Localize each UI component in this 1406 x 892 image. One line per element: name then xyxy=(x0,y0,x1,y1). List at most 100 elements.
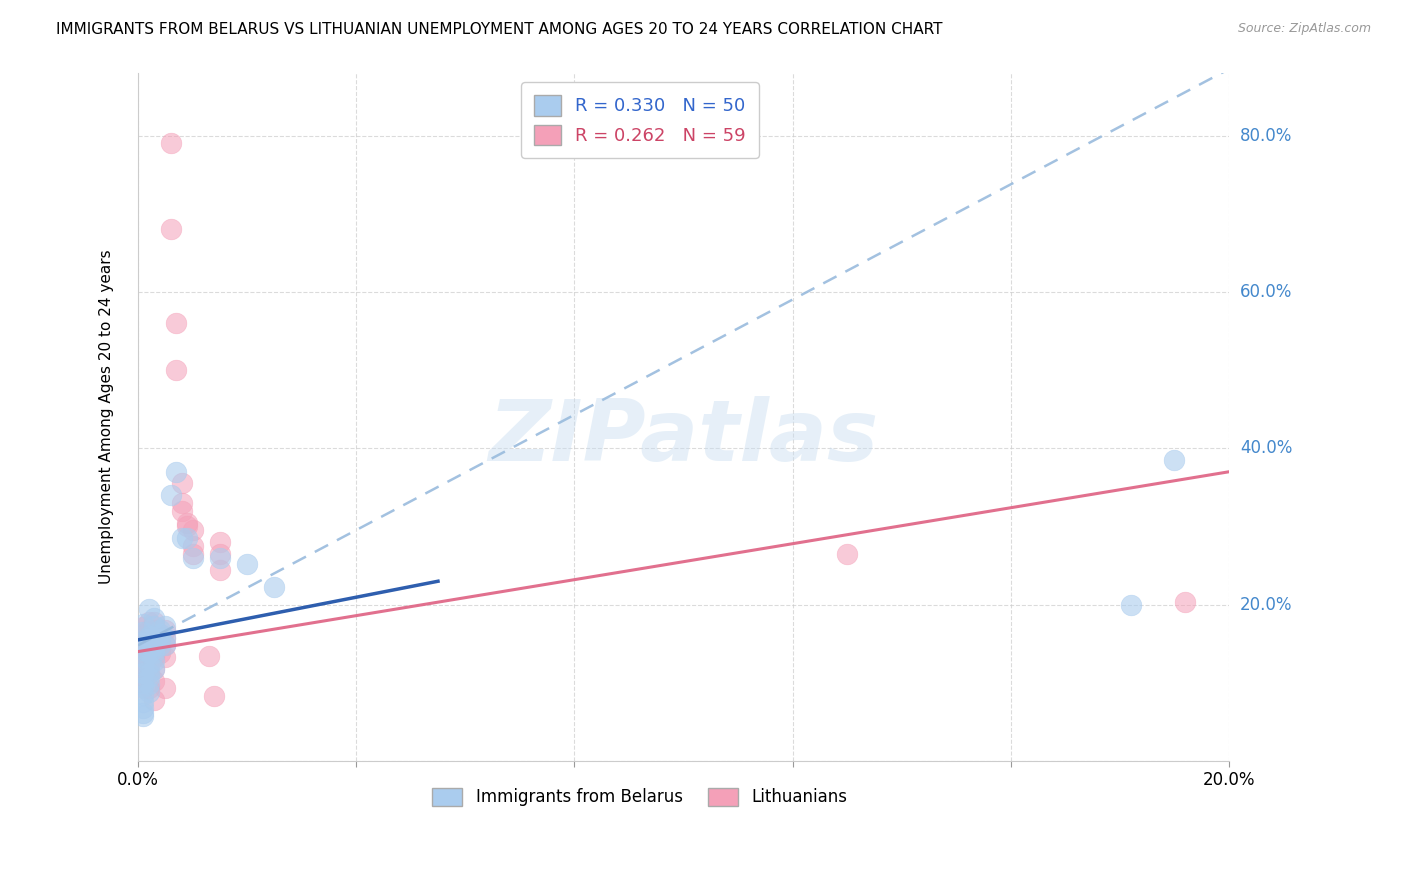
Point xyxy=(143,662,166,676)
Point xyxy=(149,635,172,649)
Point xyxy=(155,623,177,637)
Point xyxy=(132,673,155,688)
Point xyxy=(159,488,181,502)
Point xyxy=(155,619,177,633)
Text: 80.0%: 80.0% xyxy=(1240,127,1292,145)
Point xyxy=(181,547,204,561)
Point xyxy=(138,646,160,660)
Point xyxy=(132,681,155,696)
Text: IMMIGRANTS FROM BELARUS VS LITHUANIAN UNEMPLOYMENT AMONG AGES 20 TO 24 YEARS COR: IMMIGRANTS FROM BELARUS VS LITHUANIAN UN… xyxy=(56,22,943,37)
Point xyxy=(155,638,177,652)
Point xyxy=(138,657,160,672)
Point xyxy=(143,650,166,665)
Point xyxy=(170,496,193,510)
Point xyxy=(132,646,155,660)
Point xyxy=(143,615,166,629)
Point xyxy=(165,363,187,377)
Point xyxy=(138,657,160,672)
Point xyxy=(202,689,225,703)
Point xyxy=(143,631,166,645)
Point xyxy=(138,615,160,629)
Point xyxy=(837,547,859,561)
Point xyxy=(132,665,155,680)
Text: 40.0%: 40.0% xyxy=(1240,439,1292,458)
Point xyxy=(181,539,204,553)
Point xyxy=(181,524,204,538)
Point xyxy=(138,681,160,696)
Point xyxy=(132,665,155,680)
Point xyxy=(1174,595,1197,609)
Point xyxy=(208,547,231,561)
Point xyxy=(132,650,155,665)
Point xyxy=(132,676,155,690)
Point xyxy=(143,638,166,652)
Point xyxy=(132,695,155,709)
Point xyxy=(143,693,166,707)
Point xyxy=(143,619,166,633)
Point xyxy=(132,706,155,720)
Point xyxy=(138,638,160,652)
Point xyxy=(143,642,166,657)
Point xyxy=(138,665,160,680)
Point xyxy=(149,623,172,637)
Point xyxy=(208,550,231,565)
Point xyxy=(132,625,155,640)
Point xyxy=(132,688,155,702)
Point xyxy=(138,623,160,637)
Point xyxy=(1163,453,1185,467)
Y-axis label: Unemployment Among Ages 20 to 24 years: Unemployment Among Ages 20 to 24 years xyxy=(100,250,114,584)
Point xyxy=(176,519,198,533)
Point xyxy=(208,562,231,576)
Point xyxy=(263,581,285,595)
Point xyxy=(143,638,166,652)
Point xyxy=(132,654,155,668)
Point xyxy=(138,670,160,684)
Point xyxy=(143,642,166,657)
Point xyxy=(132,708,155,723)
Point xyxy=(143,623,166,637)
Point xyxy=(149,631,172,645)
Point xyxy=(159,222,181,236)
Point xyxy=(143,662,166,676)
Point xyxy=(170,504,193,518)
Point xyxy=(155,638,177,652)
Point xyxy=(165,316,187,330)
Point xyxy=(132,642,155,657)
Point xyxy=(143,654,166,668)
Point xyxy=(143,646,166,660)
Point xyxy=(143,646,166,660)
Point xyxy=(132,643,155,657)
Point xyxy=(143,673,166,688)
Point xyxy=(132,626,155,640)
Text: ZIPatlas: ZIPatlas xyxy=(488,396,879,479)
Text: 60.0%: 60.0% xyxy=(1240,283,1292,301)
Point xyxy=(176,516,198,530)
Point xyxy=(138,685,160,699)
Point xyxy=(149,626,172,640)
Point xyxy=(155,631,177,645)
Point xyxy=(132,657,155,672)
Point xyxy=(138,635,160,649)
Point xyxy=(138,631,160,645)
Point xyxy=(1119,598,1142,612)
Point xyxy=(138,654,160,668)
Point xyxy=(155,681,177,696)
Point xyxy=(132,635,155,649)
Point xyxy=(155,631,177,645)
Point xyxy=(132,617,155,632)
Point xyxy=(176,531,198,545)
Point xyxy=(143,631,166,645)
Point xyxy=(236,557,259,571)
Point xyxy=(138,642,160,657)
Point xyxy=(170,531,193,545)
Point xyxy=(138,677,160,691)
Point xyxy=(132,657,155,672)
Point xyxy=(143,611,166,625)
Point xyxy=(132,638,155,652)
Point xyxy=(198,648,221,663)
Point xyxy=(138,646,160,660)
Point xyxy=(149,638,172,652)
Point xyxy=(149,631,172,645)
Point xyxy=(138,629,160,643)
Point xyxy=(165,465,187,479)
